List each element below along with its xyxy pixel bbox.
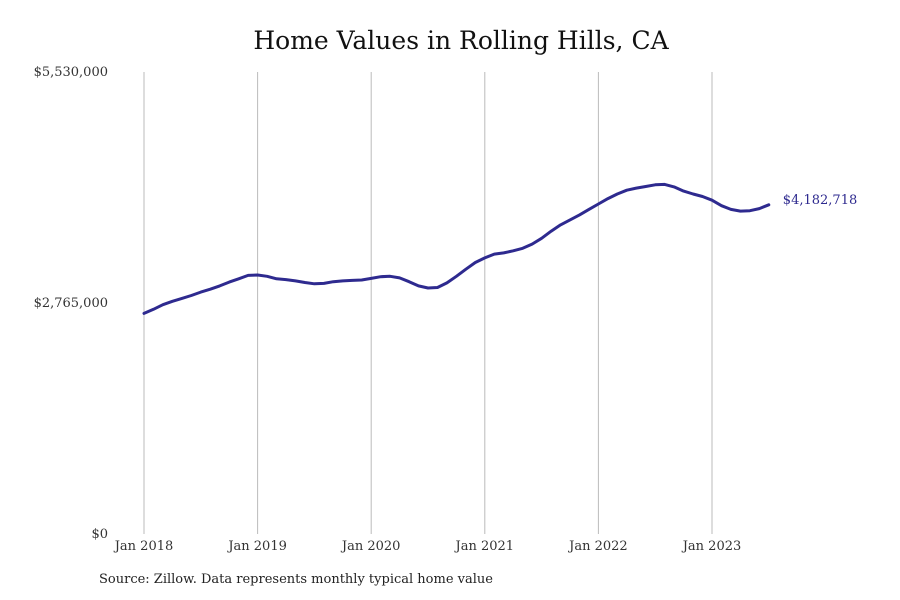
y-axis-labels: $0 $2,765,000 $5,530,000	[34, 65, 108, 542]
source-note: Source: Zillow. Data represents monthly …	[99, 572, 493, 587]
x-tick-label: Jan 2018	[113, 539, 174, 554]
y-tick-label: $0	[91, 527, 108, 542]
home-value-line	[142, 182, 771, 315]
y-tick-label: $5,530,000	[34, 65, 108, 80]
latest-value-label: $4,182,718	[783, 193, 857, 208]
x-tick-label: Jan 2023	[681, 539, 742, 554]
x-tick-label: Jan 2021	[454, 539, 515, 554]
x-tick-label: Jan 2020	[340, 539, 401, 554]
x-tick-label: Jan 2019	[226, 539, 287, 554]
gridlines	[143, 72, 713, 534]
chart-title: Home Values in Rolling Hills, CA	[253, 26, 669, 55]
x-axis-labels: Jan 2018 Jan 2019 Jan 2020 Jan 2021 Jan 2022…	[113, 539, 742, 554]
x-tick-label: Jan 2022	[567, 539, 628, 554]
y-tick-label: $2,765,000	[34, 296, 108, 311]
